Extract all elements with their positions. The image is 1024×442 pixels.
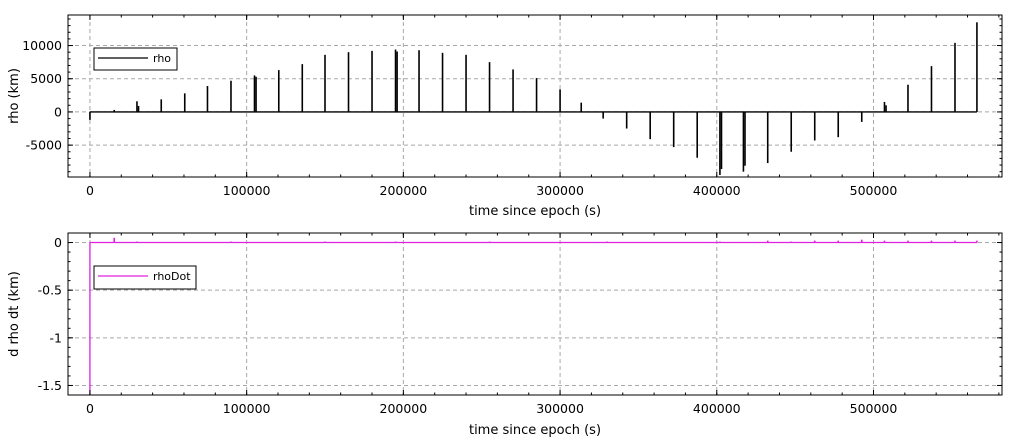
rho-legend-box: [93, 47, 178, 71]
rho-y-tick-label: 5000: [30, 71, 62, 86]
rho-y-tick-label: -5000: [26, 138, 62, 153]
rhodot-panel: 0 100000 200000 300000 400000 500000 -1.5 -1 -0.…: [7, 232, 1003, 438]
rhodot-y-tick-label: -1: [50, 330, 62, 345]
rho-x-tick-label: 500000: [850, 183, 898, 198]
rhodot-legend: rhoDot: [93, 265, 197, 290]
rhodot-x-tick-label: 500000: [850, 401, 898, 416]
rhodot-y-axis-label: d rho dt (km): [7, 271, 22, 357]
rhodot-x-tick-label: 300000: [536, 401, 584, 416]
rho-y-axis-label: rho (km): [7, 68, 22, 124]
rhodot-y-tick-label: 0: [54, 235, 62, 250]
rho-legend-label: rho: [153, 52, 171, 65]
rhodot-axis-ticks: 0 100000 200000 300000 400000 500000 -1.5 -1 -0.…: [38, 233, 1002, 416]
rho-x-tick-label: 300000: [536, 183, 584, 198]
rhodot-y-tick-label: -0.5: [38, 283, 62, 298]
rho-x-tick-label: 0: [86, 183, 94, 198]
rho-series-plot: [89, 22, 978, 176]
rho-axis-ticks: 0 100000 200000 300000 400000 500000 -5000 0 500…: [22, 15, 1002, 198]
rho-y-tick-label: 10000: [22, 38, 62, 53]
rho-y-tick-label: 0: [54, 104, 62, 119]
rho-panel: 0 100000 200000 300000 400000 500000 -5000 0 500…: [7, 14, 1003, 219]
rho-x-tick-label: 200000: [380, 183, 428, 198]
rhodot-legend-label: rhoDot: [153, 270, 191, 283]
rhodot-series-plot: [89, 237, 978, 395]
rhodot-x-tick-label: 0: [86, 401, 94, 416]
rho-legend: rho: [93, 47, 178, 71]
rhodot-x-axis-label: time since epoch (s): [469, 423, 601, 438]
rhodot-x-tick-label: 400000: [693, 401, 741, 416]
rho-x-tick-label: 100000: [223, 183, 271, 198]
rhodot-x-tick-label: 200000: [380, 401, 428, 416]
rho-x-axis-label: time since epoch (s): [469, 204, 601, 219]
rho-plot-frame: [67, 14, 1003, 178]
rhodot-legend-box: [93, 265, 197, 290]
rhodot-y-tick-label: -1.5: [38, 378, 62, 393]
rhodot-plot-frame: [67, 232, 1003, 396]
rhodot-x-tick-label: 100000: [223, 401, 271, 416]
rho-x-tick-label: 400000: [693, 183, 741, 198]
